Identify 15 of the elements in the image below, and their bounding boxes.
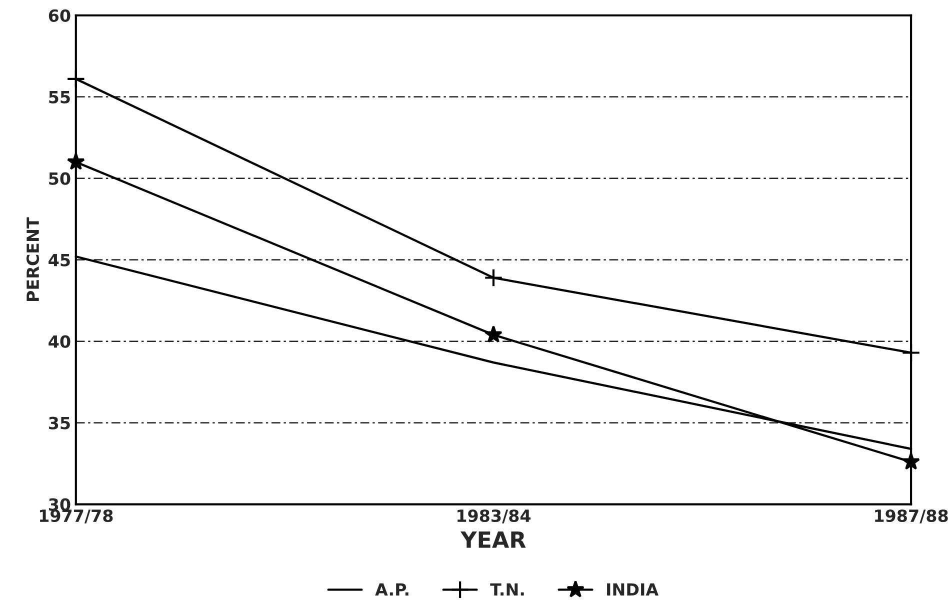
y-tick-label: 45 — [48, 254, 70, 266]
y-tick-label: 35 — [48, 416, 70, 430]
y-axis-title: PERCENT — [26, 217, 40, 301]
legend-label: INDIA — [607, 583, 659, 596]
y-tick-label: 60 — [48, 9, 70, 22]
y-tick-label: 30 — [48, 498, 70, 511]
y-tick-label: 40 — [48, 335, 70, 348]
legend-label: T.N. — [490, 583, 524, 596]
y-tick-label: 55 — [49, 91, 70, 104]
legend-label: A.P. — [375, 583, 408, 596]
x-axis-title: YEAR — [460, 532, 526, 548]
x-tick-label: 1977/78 — [40, 509, 113, 524]
y-tick-label: 50 — [49, 172, 70, 185]
x-tick-label: 1987/88 — [875, 509, 948, 524]
x-tick-label: 1983/84 — [458, 509, 531, 524]
